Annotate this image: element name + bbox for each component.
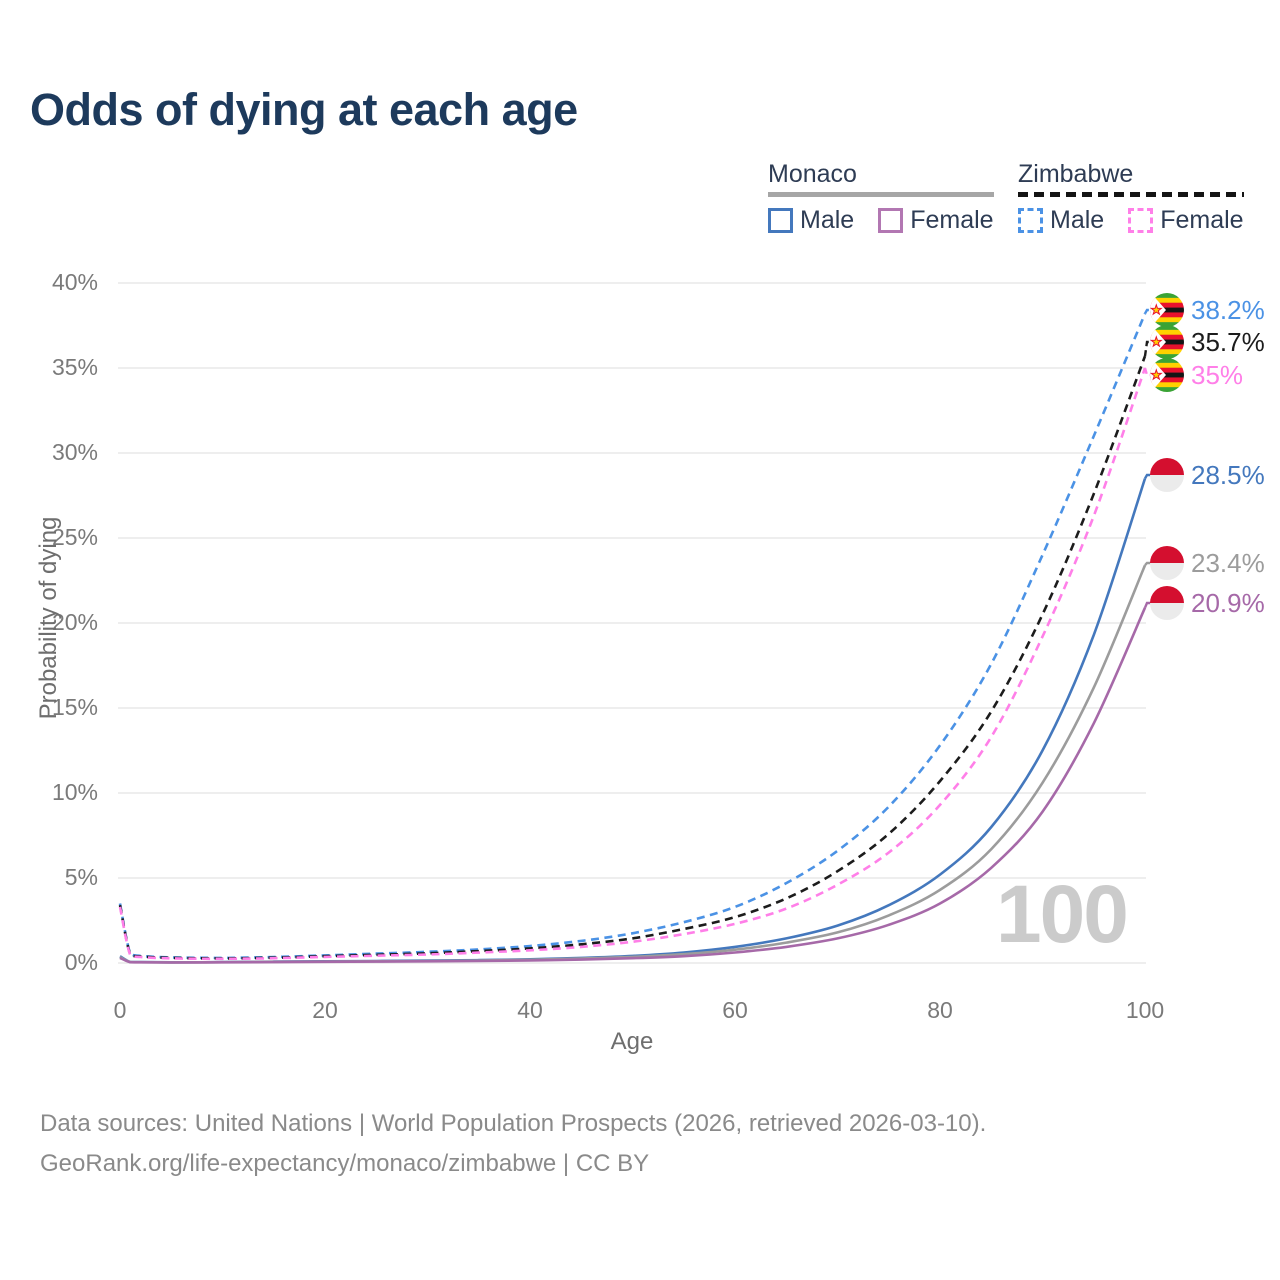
monaco-flag-icon [1150,546,1184,580]
legend-item-monaco-female[interactable]: Female [878,206,994,235]
legend-item-label: Male [1050,206,1105,234]
x-tick-label: 40 [517,997,543,1023]
legend-group-monaco: Monaco Male Female [768,160,994,235]
chart-title: Odds of dying at each age [30,84,578,135]
end-label-zimbabwe-overall: 35.7% [1150,324,1265,360]
end-label-monaco-male: 28.5% [1150,457,1265,493]
end-label-value: 28.5% [1191,459,1265,490]
legend-group-zimbabwe: Zimbabwe Male Female [1018,160,1244,235]
x-tick-label: 0 [113,997,127,1023]
x-tick-label: 60 [722,997,748,1023]
end-label-zimbabwe-female: 35% [1150,357,1243,393]
legend-item-label: Male [800,206,855,234]
zimbabwe-flag-icon [1150,358,1184,392]
end-label-leader-line [1143,340,1153,357]
legend-item-zimbabwe-female[interactable]: Female [1128,206,1244,235]
monaco-flag-icon [1150,586,1184,620]
y-tick-label: 35% [51,354,98,380]
end-label-monaco-overall: 23.4% [1150,545,1265,581]
legend-header-monaco[interactable]: Monaco [768,160,857,188]
end-label-value: 20.9% [1191,587,1265,618]
zimbabwe-female-swatch-icon [1128,208,1154,233]
y-tick-label: 30% [51,439,98,465]
curve-monaco-female[interactable] [119,607,1147,964]
curve-zimbabwe-female[interactable] [118,367,1147,961]
end-label-value: 23.4% [1191,547,1265,578]
legend-underline-monaco-solid [768,192,994,197]
monaco-female-swatch-icon [878,208,904,233]
legend-item-monaco-male[interactable]: Male [768,206,854,235]
curve-zimbabwe-male[interactable] [118,313,1147,960]
y-tick-label: 20% [51,609,98,635]
legend-header-zimbabwe[interactable]: Zimbabwe [1018,160,1134,188]
curve-monaco-male[interactable] [119,478,1147,964]
y-tick-label: 5% [64,864,98,890]
y-tick-label: 10% [51,779,98,805]
x-tick-label: 100 [1125,997,1165,1023]
legend-item-label: Female [1160,206,1244,234]
zimbabwe-flag-icon [1150,325,1184,359]
x-tick-label: 80 [927,997,953,1023]
y-tick-label: 0% [64,949,98,975]
curve-monaco-overall[interactable] [119,564,1147,964]
legend-item-label: Female [910,206,994,234]
source-attribution: Data sources: United Nations | World Pop… [40,1104,986,1184]
zimbabwe-male-swatch-icon [1018,208,1043,233]
source-line-1: Data sources: United Nations | World Pop… [40,1110,987,1137]
zimbabwe-flag-icon [1150,293,1184,327]
y-tick-label: 25% [51,524,98,550]
x-tick-label: 20 [312,997,338,1023]
end-label-monaco-female: 20.9% [1150,585,1265,621]
x-axis-title: Age [610,1028,654,1055]
monaco-male-swatch-icon [768,208,793,233]
end-label-value: 38.2% [1191,294,1265,325]
y-tick-label: 40% [51,269,98,295]
legend-item-zimbabwe-male[interactable]: Male [1018,206,1104,235]
y-axis-title: Probability of dying [35,516,62,720]
end-label-zimbabwe-male: 38.2% [1150,292,1265,328]
end-label-value: 35.7% [1191,326,1265,357]
end-label-leader-line [1143,308,1153,315]
y-tick-label: 15% [51,694,98,720]
source-line-2: GeoRank.org/life-expectancy/monaco/zimba… [40,1150,650,1177]
end-label-value: 35% [1191,359,1244,390]
legend-underline-zimbabwe-dashed [1018,192,1244,197]
monaco-flag-icon [1150,458,1184,492]
age-counter-watermark: 100 [996,869,1129,960]
